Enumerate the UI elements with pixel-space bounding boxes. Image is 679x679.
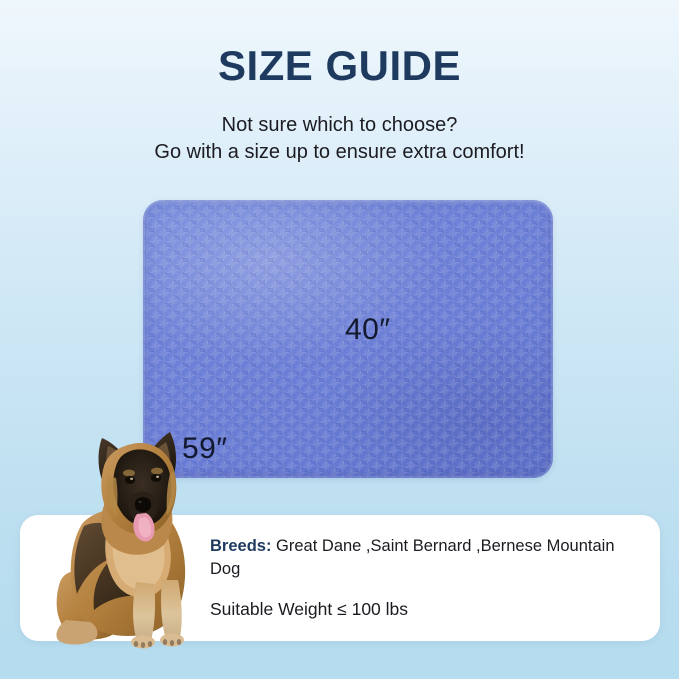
header: SIZE GUIDE Not sure which to choose? Go … xyxy=(0,0,679,166)
dog-cheek-right xyxy=(166,472,176,515)
breeds-value: Great Dane ,Saint Bernard ,Bernese Mount… xyxy=(210,537,615,579)
mat-quilt-highlight xyxy=(143,200,553,478)
breeds-line: Breeds: Great Dane ,Saint Bernard ,Berne… xyxy=(210,535,640,582)
dog-toe-marks xyxy=(133,639,182,648)
dog-eye-right xyxy=(150,474,162,482)
dimension-height-label: 40″ xyxy=(345,313,391,346)
german-shepherd-dog-image xyxy=(56,432,186,649)
dog-cheek-left xyxy=(106,476,118,516)
mat-surface xyxy=(143,200,553,478)
subtitle-line-1: Not sure which to choose? xyxy=(221,114,458,137)
dog-front-leg-left xyxy=(133,582,155,644)
dog-brow-left xyxy=(123,469,135,477)
dimension-width-label: 59″ xyxy=(182,432,228,465)
dog-nose-highlight xyxy=(138,500,142,504)
dog-eye-left-glint xyxy=(130,477,134,480)
mat-quilt-texture xyxy=(143,200,553,478)
product-mat xyxy=(143,200,553,478)
subtitle-line-2: Go with a size up to ensure extra comfor… xyxy=(154,141,525,164)
info-card-text: Breeds: Great Dane ,Saint Bernard ,Berne… xyxy=(210,535,640,621)
page-title: SIZE GUIDE xyxy=(217,42,462,89)
suitable-weight-text: Suitable Weight ≤ 100 lbs xyxy=(210,598,409,619)
breeds-label: Breeds: xyxy=(210,537,272,555)
subtitle: Not sure which to choose? Go with a size… xyxy=(0,88,679,166)
dog-brow-right xyxy=(151,467,163,475)
dog-eye-left xyxy=(124,476,136,484)
dog-eye-right-glint xyxy=(156,475,160,478)
dog-front-leg-right xyxy=(161,580,182,642)
dog-rear-paw xyxy=(56,620,98,645)
dog-tongue-highlight xyxy=(138,517,152,538)
dog-nose xyxy=(134,497,152,512)
